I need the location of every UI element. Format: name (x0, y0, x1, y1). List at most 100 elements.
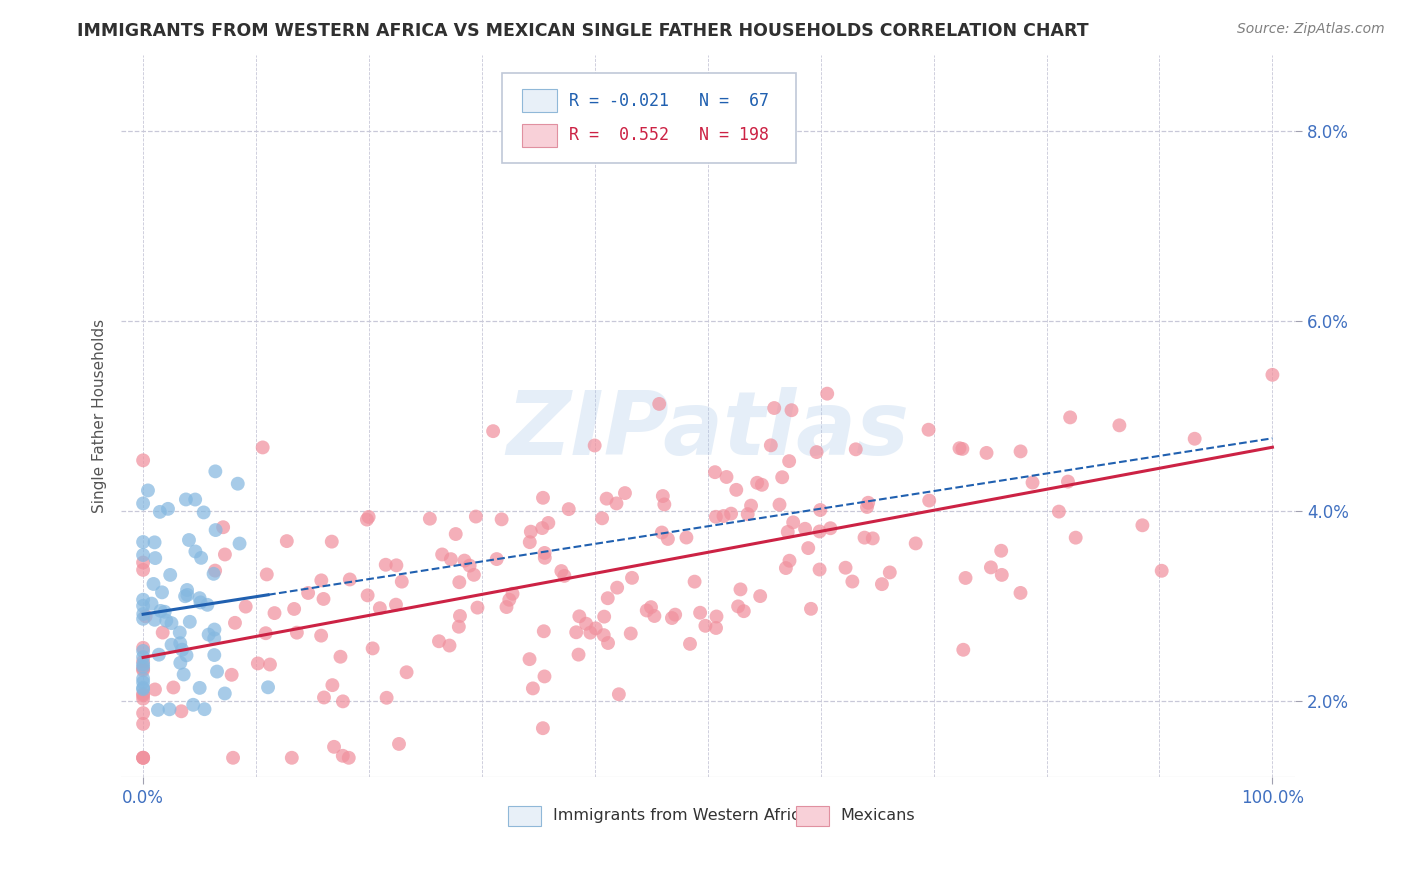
Point (1184, 432, 1206, 446)
Point (184, 492, 207, 507)
Point (132, 655, 155, 669)
Point (149, 604, 172, 618)
Point (579, 625, 602, 640)
Point (567, 648, 589, 662)
Point (132, 706, 155, 720)
Point (283, 602, 305, 616)
Point (780, 403, 803, 417)
Point (720, 507, 742, 521)
Point (776, 524, 799, 539)
Point (533, 669, 555, 683)
Point (174, 492, 197, 507)
Point (156, 501, 179, 516)
Point (1261, 368, 1284, 382)
Point (904, 536, 927, 550)
Point (980, 560, 1002, 574)
Point (636, 603, 658, 617)
Point (323, 739, 346, 754)
Point (585, 621, 607, 635)
Point (132, 535, 155, 549)
Point (176, 588, 198, 602)
Point (952, 642, 974, 657)
Point (558, 502, 581, 516)
Point (1064, 531, 1087, 545)
Point (132, 681, 155, 695)
Point (727, 599, 749, 614)
Point (447, 620, 470, 634)
Point (143, 535, 166, 549)
Point (356, 512, 378, 526)
Point (485, 552, 508, 566)
Point (495, 600, 517, 615)
Point (356, 588, 378, 602)
Point (388, 737, 411, 751)
Point (132, 657, 155, 672)
Point (297, 586, 319, 600)
Point (204, 623, 226, 637)
Point (1108, 418, 1130, 433)
Point (730, 582, 752, 597)
Point (148, 648, 170, 662)
Point (385, 558, 408, 573)
Point (651, 525, 673, 540)
Point (991, 568, 1014, 582)
Point (174, 589, 197, 603)
Point (1057, 475, 1080, 489)
Point (132, 644, 155, 658)
FancyBboxPatch shape (502, 73, 796, 163)
Point (246, 657, 269, 671)
Point (385, 598, 408, 612)
Point (491, 512, 513, 526)
Point (502, 587, 524, 601)
Text: Immigrants from Western Africa: Immigrants from Western Africa (553, 808, 810, 823)
Point (160, 638, 183, 652)
Point (263, 606, 285, 620)
Point (782, 516, 804, 530)
Point (361, 641, 384, 656)
Point (170, 704, 193, 718)
Point (169, 636, 191, 650)
Point (357, 510, 380, 524)
Point (679, 637, 702, 651)
Point (193, 702, 215, 716)
Point (1132, 518, 1154, 533)
Point (950, 442, 973, 456)
Point (689, 606, 711, 620)
Point (332, 694, 354, 708)
Point (177, 533, 200, 547)
Point (640, 600, 662, 615)
Text: R = -0.021   N =  67: R = -0.021 N = 67 (569, 92, 769, 110)
Point (879, 566, 901, 580)
Point (695, 619, 717, 633)
Point (419, 511, 441, 525)
Point (132, 672, 155, 686)
Point (531, 491, 554, 505)
Point (214, 686, 236, 700)
Point (613, 486, 636, 500)
Point (224, 615, 246, 630)
Point (778, 454, 800, 468)
Point (808, 562, 831, 576)
Point (779, 554, 801, 568)
Point (235, 599, 257, 614)
Point (132, 751, 155, 765)
Point (176, 582, 198, 597)
Point (845, 442, 868, 457)
Point (143, 682, 166, 697)
Point (439, 639, 461, 653)
Point (651, 489, 673, 503)
Point (176, 648, 198, 663)
Point (132, 650, 155, 665)
FancyBboxPatch shape (796, 805, 828, 826)
Text: ZIPatlas: ZIPatlas (506, 387, 910, 474)
Point (519, 652, 541, 666)
Point (453, 553, 475, 567)
Point (132, 599, 155, 613)
Point (179, 615, 201, 629)
Text: Mexicans: Mexicans (841, 808, 915, 823)
Point (368, 601, 391, 615)
Point (990, 543, 1012, 558)
Point (285, 625, 308, 640)
Point (132, 563, 155, 577)
Point (648, 397, 671, 411)
